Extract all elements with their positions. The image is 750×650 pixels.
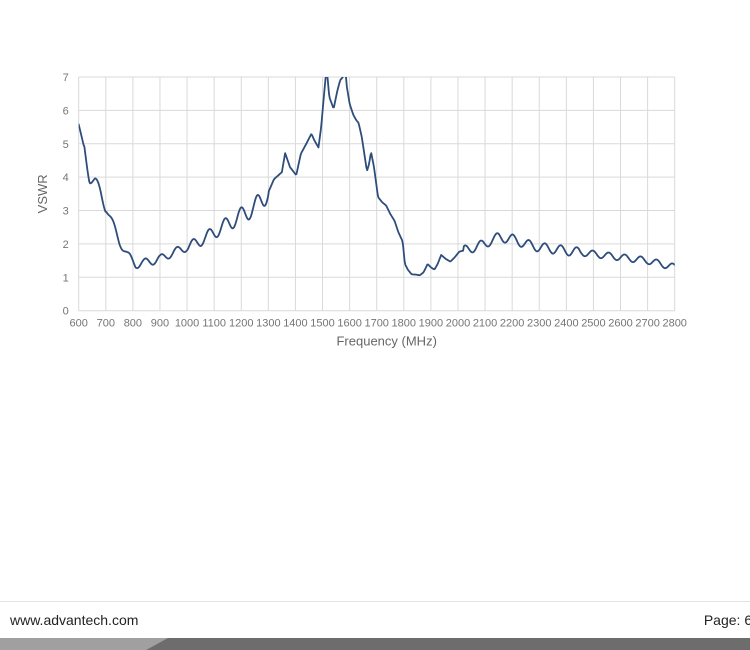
svg-text:7: 7 [63, 72, 69, 84]
svg-text:1900: 1900 [419, 318, 443, 330]
svg-text:600: 600 [70, 318, 88, 330]
svg-text:2800: 2800 [662, 318, 686, 330]
svg-text:1800: 1800 [392, 318, 416, 330]
svg-text:1500: 1500 [310, 318, 334, 330]
svg-text:2200: 2200 [500, 318, 524, 330]
svg-text:2300: 2300 [527, 318, 551, 330]
svg-text:3: 3 [63, 206, 69, 218]
svg-text:5: 5 [63, 139, 69, 151]
svg-text:1600: 1600 [337, 318, 361, 330]
svg-text:900: 900 [151, 318, 169, 330]
svg-text:2400: 2400 [554, 318, 578, 330]
svg-text:1100: 1100 [202, 318, 226, 330]
svg-text:1200: 1200 [229, 318, 253, 330]
svg-text:Frequency (MHz): Frequency (MHz) [336, 334, 436, 349]
svg-text:VSWR: VSWR [35, 174, 50, 213]
svg-text:2600: 2600 [608, 318, 632, 330]
svg-text:700: 700 [97, 318, 115, 330]
svg-text:4: 4 [63, 172, 69, 184]
svg-text:2000: 2000 [446, 318, 470, 330]
svg-text:1300: 1300 [256, 318, 280, 330]
svg-text:1700: 1700 [364, 318, 388, 330]
svg-text:0: 0 [63, 306, 69, 318]
svg-text:2100: 2100 [473, 318, 497, 330]
svg-text:1000: 1000 [175, 318, 199, 330]
svg-text:2700: 2700 [635, 318, 659, 330]
svg-text:1400: 1400 [283, 318, 307, 330]
svg-text:2500: 2500 [581, 318, 605, 330]
svg-text:800: 800 [124, 318, 142, 330]
svg-text:2: 2 [63, 239, 69, 251]
svg-text:6: 6 [63, 105, 69, 117]
svg-text:1: 1 [63, 272, 69, 284]
